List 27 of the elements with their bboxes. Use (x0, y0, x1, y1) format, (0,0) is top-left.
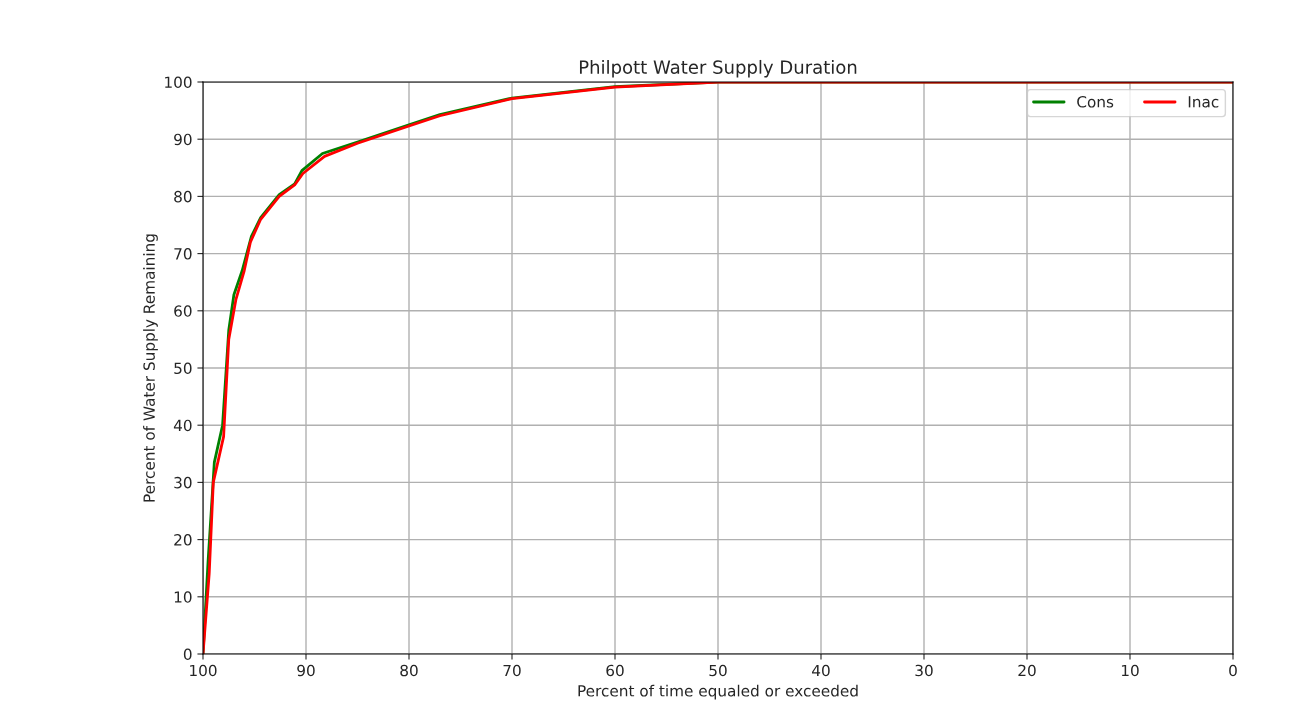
legend-label: Inac (1188, 96, 1219, 108)
x-tick-label: 20 (1018, 664, 1036, 677)
y-tick-label: 70 (174, 248, 192, 260)
y-tick-label: 90 (174, 133, 192, 146)
x-tick-label: 90 (297, 664, 315, 677)
y-tick-label: 50 (174, 362, 192, 375)
y-tick-label: 10 (174, 591, 192, 603)
x-tick-label: 50 (709, 664, 727, 677)
chart-title: Philpott Water Supply Duration (579, 59, 857, 78)
x-tick-label: 80 (400, 664, 418, 677)
y-tick-label: 30 (174, 476, 192, 489)
x-axis-title: Percent of time equaled or exceeded (578, 684, 858, 700)
y-axis-title: Percent of Water Supply Remaining (143, 234, 158, 502)
y-tick-label: 80 (174, 190, 192, 203)
x-tick-label: 60 (606, 664, 624, 677)
x-tick-label: 30 (915, 664, 933, 677)
x-tick-label: 0 (1229, 664, 1237, 677)
y-tick-label: 20 (174, 534, 192, 546)
legend-label: Cons (1077, 96, 1114, 108)
x-tick-label: 70 (503, 664, 521, 677)
y-tick-label: 60 (174, 305, 192, 317)
y-tick-label: 40 (173, 419, 192, 432)
x-tick-label: 40 (812, 664, 830, 677)
x-tick-label: 10 (1121, 664, 1139, 677)
y-tick-label: 0 (183, 648, 192, 661)
y-tick-label: 100 (165, 76, 192, 89)
x-tick-label: 100 (190, 664, 217, 677)
